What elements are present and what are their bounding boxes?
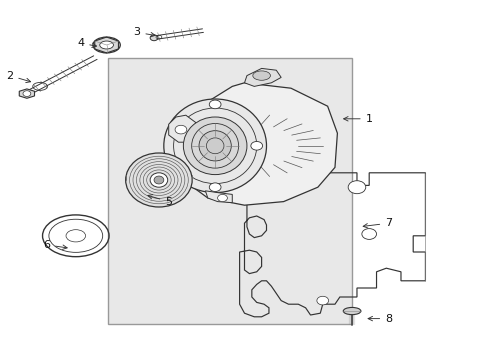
Ellipse shape xyxy=(199,131,231,161)
Circle shape xyxy=(175,125,186,134)
Text: 6: 6 xyxy=(43,240,67,250)
Polygon shape xyxy=(168,115,195,142)
Circle shape xyxy=(347,181,365,194)
Circle shape xyxy=(217,194,227,202)
Circle shape xyxy=(150,35,158,41)
Polygon shape xyxy=(178,83,337,205)
Circle shape xyxy=(316,296,328,305)
Circle shape xyxy=(361,229,376,239)
Ellipse shape xyxy=(125,153,192,207)
Text: 4: 4 xyxy=(77,38,96,48)
Text: 7: 7 xyxy=(363,218,391,228)
Polygon shape xyxy=(19,89,35,98)
Ellipse shape xyxy=(183,117,246,175)
Text: 8: 8 xyxy=(367,314,391,324)
Ellipse shape xyxy=(252,71,270,80)
Ellipse shape xyxy=(154,176,163,184)
Text: 2: 2 xyxy=(6,71,31,82)
Ellipse shape xyxy=(163,99,266,193)
Bar xyxy=(107,58,351,324)
Circle shape xyxy=(250,141,262,150)
Text: 5: 5 xyxy=(147,195,172,207)
Ellipse shape xyxy=(150,173,167,187)
Text: 1: 1 xyxy=(343,114,372,124)
Circle shape xyxy=(23,91,31,96)
Circle shape xyxy=(209,100,221,109)
Ellipse shape xyxy=(100,41,113,49)
Text: 3: 3 xyxy=(133,27,155,37)
Circle shape xyxy=(209,183,221,192)
Polygon shape xyxy=(205,191,232,203)
Ellipse shape xyxy=(93,37,120,53)
Polygon shape xyxy=(244,68,281,86)
Ellipse shape xyxy=(343,307,360,315)
